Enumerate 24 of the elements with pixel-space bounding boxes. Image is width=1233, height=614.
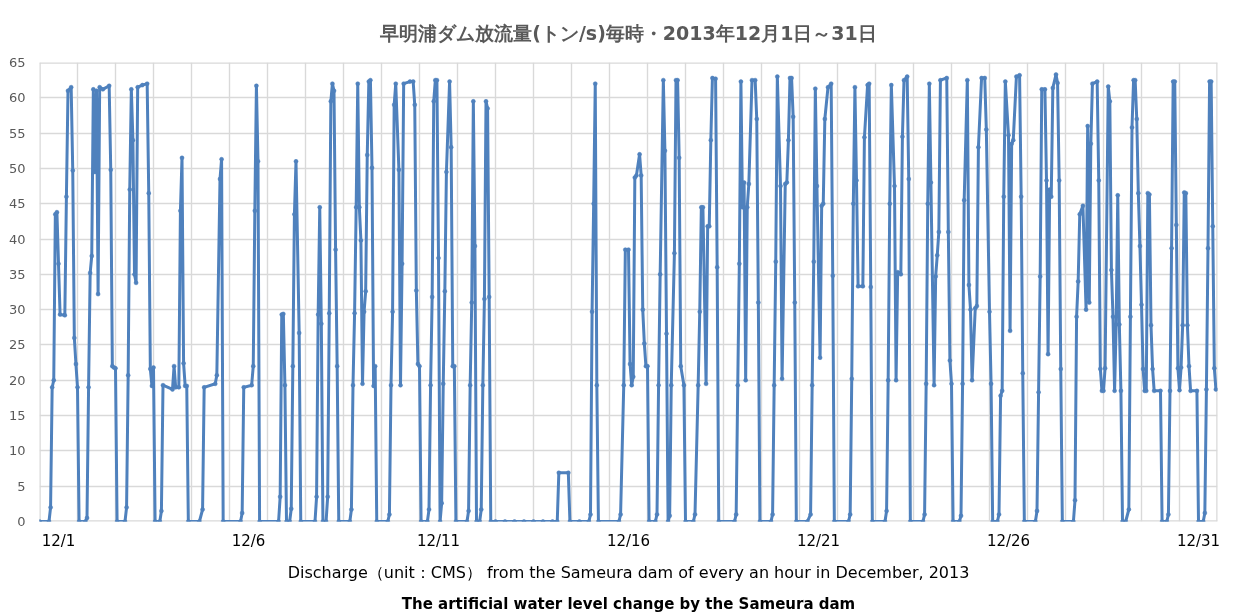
y-tick-label: 55 (8, 125, 26, 141)
x-tick-label: 12/1 (41, 531, 76, 550)
y-tick-label: 50 (8, 160, 26, 176)
y-tick-label: 0 (17, 514, 26, 529)
y-tick-label: 40 (8, 231, 26, 247)
x-tick-label: 12/6 (231, 531, 266, 550)
y-tick-label: 45 (8, 196, 26, 212)
y-tick-label: 5 (17, 478, 26, 494)
y-tick-label: 30 (8, 302, 26, 318)
text: Discharge（unit：CMS） from the Sameura dam of every an hour in December, 2013 (287, 563, 970, 582)
y-tick-label: 65 (8, 55, 26, 70)
y-tick-label: 35 (8, 266, 26, 282)
x-tick-label: 12/26 (986, 531, 1031, 550)
y-tick-label: 10 (8, 443, 26, 459)
text: The artificial water level change by the Sameura dam (401, 594, 856, 613)
y-tick-label: 25 (8, 337, 26, 353)
x-tick-label: 12/11 (416, 531, 461, 550)
y-tick-label: 20 (8, 372, 26, 388)
x-tick-label: 12/16 (606, 531, 651, 550)
chart-title: 早明浦ダム放流量(トン/s)毎時・2013年12月1日～31日 (379, 21, 877, 44)
x-tick-label: 12/21 (796, 531, 841, 550)
y-tick-label: 60 (8, 90, 26, 106)
x-tick-label: 12/31 (1176, 531, 1221, 550)
y-tick-label: 15 (8, 408, 26, 424)
